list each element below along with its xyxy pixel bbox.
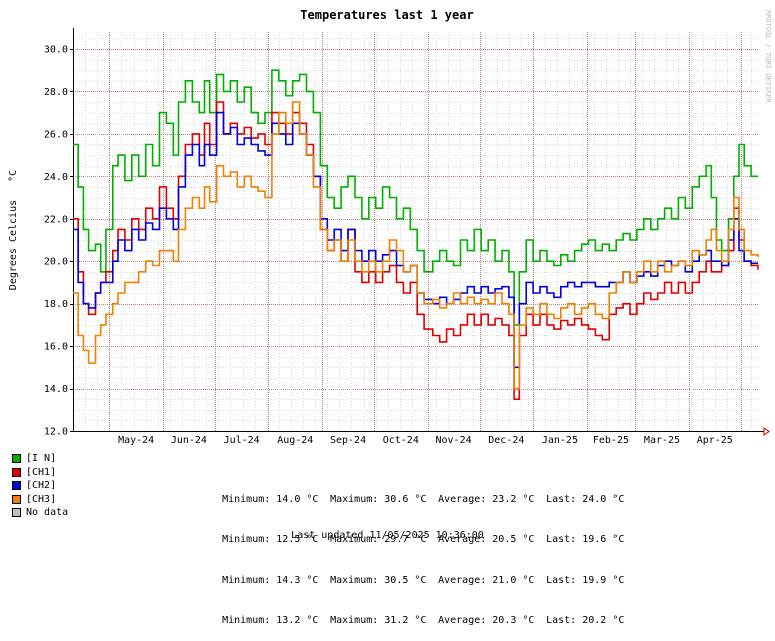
y-tick-label: 26.0 bbox=[44, 129, 68, 140]
y-tick-label: 12.0 bbox=[44, 427, 68, 438]
temperature-chart: 12.0 14.0 16.0 18.0 20.0 22.0 24.0 26.0 28.0 30.0… bbox=[8, 8, 770, 446]
legend-label: [CH3] bbox=[26, 493, 57, 505]
stats-row: Minimum: 13.2 °C Maximum: 31.2 °C Average:… bbox=[198, 601, 624, 626]
legend: [I N] [CH1] [CH2] [CH3] No data bbox=[12, 452, 196, 520]
series-line bbox=[73, 101, 759, 400]
y-tick-label: 20.0 bbox=[44, 257, 68, 268]
legend-item: [CH2] bbox=[12, 479, 196, 493]
chart-title: Temperatures last 1 year bbox=[300, 8, 473, 22]
last-updated: Last updated 11/05/2025 10:36:00 bbox=[291, 530, 484, 541]
y-tick-label: 28.0 bbox=[44, 87, 68, 98]
y-tick-label: 24.0 bbox=[44, 172, 68, 183]
stat-max: Maximum: 30.5 °C bbox=[330, 574, 427, 586]
legend-swatch bbox=[12, 508, 21, 518]
stats-row: Minimum: 12.5 °C Maximum: 29.7 °C Average:… bbox=[198, 520, 624, 545]
stat-last: Last: 19.9 °C bbox=[546, 574, 625, 586]
y-tick-label: 18.0 bbox=[44, 299, 68, 310]
y-tick-label: 16.0 bbox=[44, 342, 68, 353]
legend-label: [CH1] bbox=[26, 466, 57, 478]
rrdtool-credit: RRDTOOL / TOBI OETIKER bbox=[764, 10, 772, 103]
x-tick-label: Jul-24 bbox=[224, 435, 260, 446]
chart-series bbox=[73, 69, 759, 400]
chart-axes: 12.0 14.0 16.0 18.0 20.0 22.0 24.0 26.0 28.0 30.0… bbox=[44, 28, 770, 446]
x-tick-label: Dec-24 bbox=[488, 435, 524, 446]
stat-min: Minimum: 14.0 °C bbox=[222, 493, 319, 505]
x-tick-label: Nov-24 bbox=[435, 435, 471, 446]
stat-max: Maximum: 29.7 °C bbox=[330, 534, 427, 545]
stat-last: Last: 24.0 °C bbox=[546, 493, 625, 505]
x-tick-label: Feb-25 bbox=[593, 435, 629, 446]
x-tick-label: May-24 bbox=[118, 435, 154, 446]
stats-row: Minimum: 14.3 °C Maximum: 30.5 °C Average:… bbox=[198, 560, 624, 586]
legend-item: [CH1] bbox=[12, 466, 196, 480]
series-line bbox=[73, 111, 758, 369]
series-line bbox=[73, 101, 759, 390]
y-tick-label: 14.0 bbox=[44, 384, 68, 395]
stats-row: Minimum: 14.0 °C Maximum: 30.6 °C Average:… bbox=[198, 479, 624, 505]
legend-label: [I N] bbox=[26, 453, 57, 464]
stat-max: Maximum: 30.6 °C bbox=[330, 493, 427, 505]
stat-avg: Average: 23.2 °C bbox=[438, 493, 535, 505]
x-tick-label: Jun-24 bbox=[171, 435, 207, 446]
legend-swatch bbox=[12, 467, 21, 477]
stat-avg: Average: 20.5 °C bbox=[438, 534, 535, 545]
legend-swatch bbox=[12, 481, 21, 491]
legend-label: No data bbox=[26, 507, 69, 518]
legend-item: [CH3] bbox=[12, 493, 196, 507]
legend-swatch bbox=[12, 494, 21, 504]
x-tick-label: Mar-25 bbox=[644, 435, 680, 446]
stat-min: Minimum: 13.2 °C bbox=[222, 615, 319, 626]
y-tick-label: 22.0 bbox=[44, 214, 68, 225]
stat-max: Maximum: 31.2 °C bbox=[330, 615, 427, 626]
x-tick-label: Apr-25 bbox=[697, 435, 733, 446]
stat-avg: Average: 21.0 °C bbox=[438, 574, 535, 586]
chart-grid bbox=[73, 32, 758, 432]
x-tick-label: Jan-25 bbox=[542, 435, 578, 446]
stat-avg: Average: 20.3 °C bbox=[438, 615, 535, 626]
series-line bbox=[73, 69, 758, 326]
legend-label: [CH2] bbox=[26, 480, 57, 491]
legend-item: [I N] bbox=[12, 452, 196, 466]
stat-last: Last: 19.6 °C bbox=[546, 534, 625, 545]
x-tick-label: Sep-24 bbox=[330, 435, 366, 446]
legend-swatch bbox=[12, 454, 21, 464]
stat-last: Last: 20.2 °C bbox=[546, 615, 625, 626]
stat-min: Minimum: 14.3 °C bbox=[222, 574, 319, 586]
stat-min: Minimum: 12.5 °C bbox=[222, 534, 319, 545]
x-tick-label: Oct-24 bbox=[383, 435, 419, 446]
legend-item: No data bbox=[12, 506, 196, 520]
x-axis-arrow bbox=[763, 427, 770, 436]
x-tick-label: Aug-24 bbox=[277, 435, 313, 446]
y-axis-label: Degrees Celcius °C bbox=[8, 170, 19, 290]
y-tick-label: 30.0 bbox=[44, 44, 68, 55]
